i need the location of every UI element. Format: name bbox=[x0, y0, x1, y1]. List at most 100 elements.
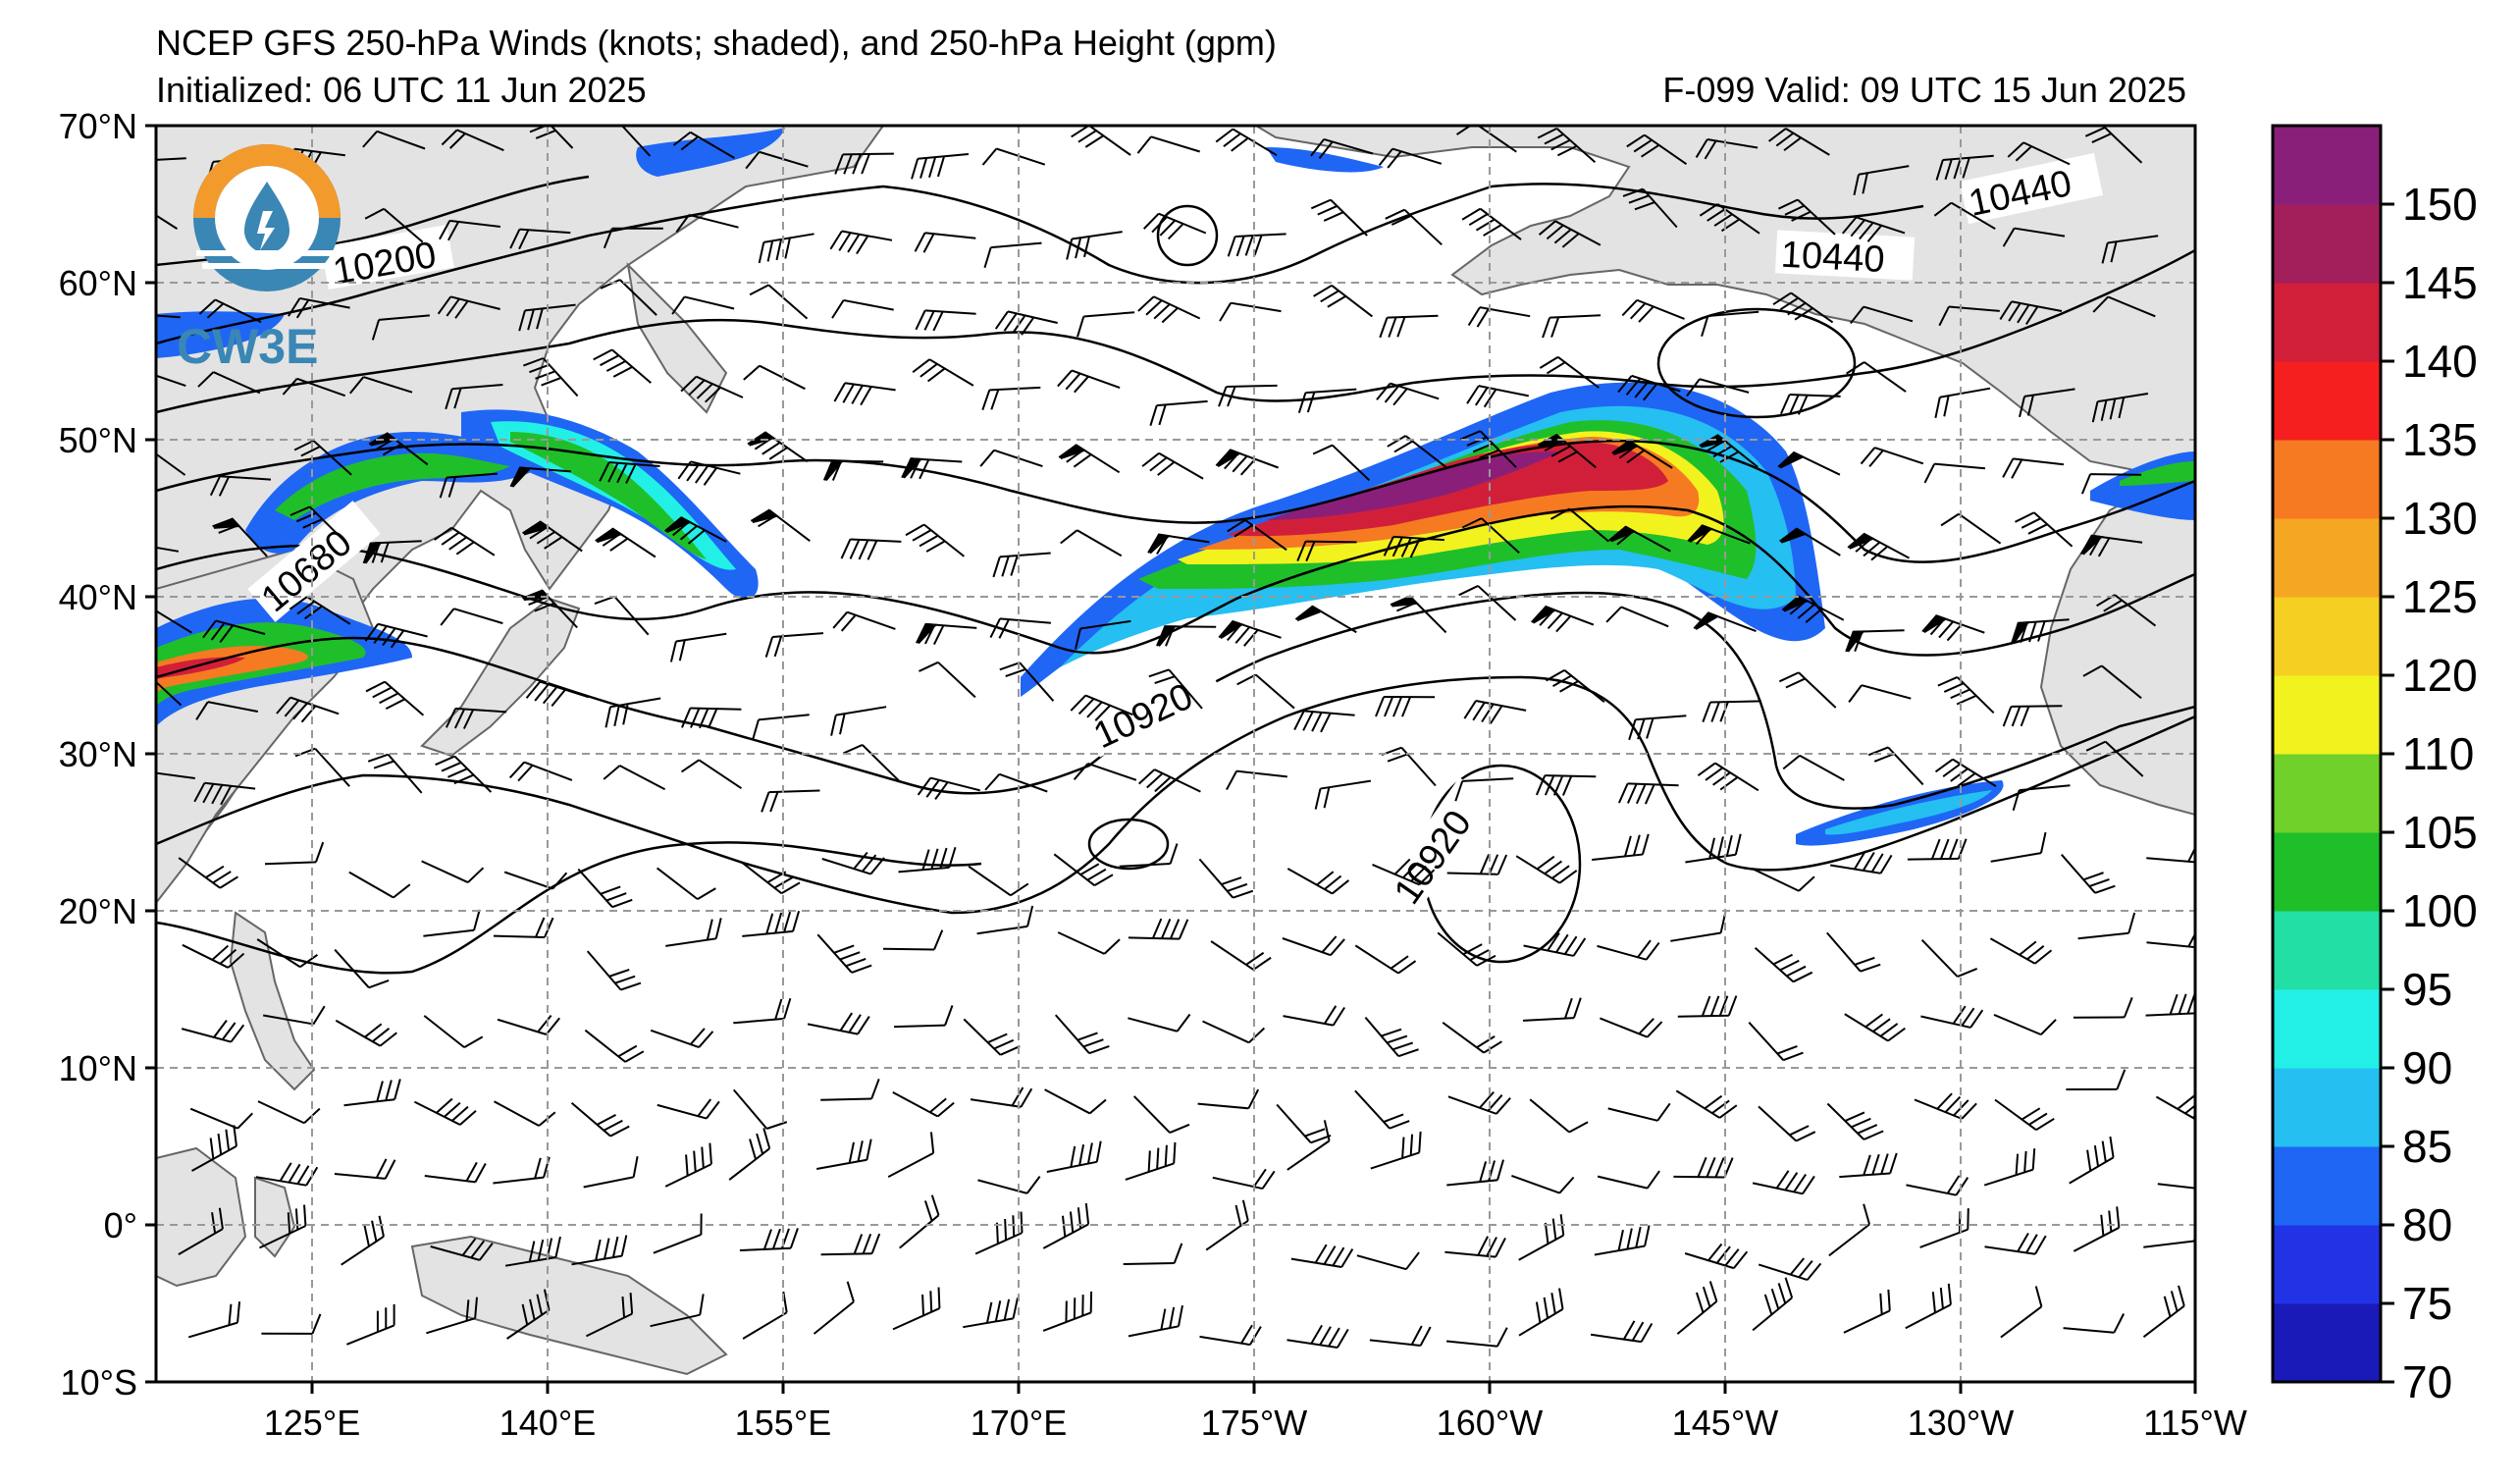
wind-barb bbox=[156, 770, 195, 779]
wind-barb bbox=[831, 298, 894, 319]
wind-barb bbox=[181, 1020, 245, 1043]
jet-shading-arctic bbox=[636, 128, 785, 177]
wind-barb bbox=[820, 1233, 881, 1256]
wind-barb bbox=[1354, 944, 1417, 975]
wind-barb bbox=[603, 765, 666, 791]
wind-barb bbox=[981, 386, 1041, 411]
wind-barb bbox=[293, 440, 352, 476]
colorbar-swatch bbox=[2273, 911, 2381, 990]
land-new-guinea bbox=[410, 1235, 728, 1376]
wind-barb bbox=[1537, 127, 1597, 164]
wind-barb bbox=[1684, 1243, 1749, 1270]
wind-barb bbox=[963, 1298, 1019, 1329]
wind-barb bbox=[1058, 444, 1121, 474]
axis-ticks bbox=[145, 124, 2197, 1394]
wind-barb bbox=[1617, 374, 1681, 401]
wind-barb bbox=[1605, 606, 1669, 628]
wind-barb bbox=[1444, 1236, 1506, 1258]
wind-barb bbox=[989, 617, 1051, 639]
wind-barb bbox=[1828, 1203, 1871, 1257]
wind-barb bbox=[912, 358, 974, 387]
wind-barb bbox=[1522, 997, 1582, 1022]
wind-barb bbox=[887, 1132, 935, 1178]
wind-barb bbox=[1376, 382, 1440, 406]
wind-barb bbox=[156, 669, 183, 707]
wind-barb bbox=[2146, 842, 2195, 864]
land-philippines bbox=[229, 911, 316, 1091]
contour-label: 10440 bbox=[1780, 235, 1886, 281]
colorbar-swatch bbox=[2273, 754, 2381, 833]
wind-barb bbox=[1437, 931, 1496, 967]
valid-time-label: F-099 Valid: 09 UTC 15 Jun 2025 bbox=[1662, 70, 2186, 110]
wind-barb bbox=[1218, 384, 1278, 407]
wind-barb bbox=[2007, 141, 2071, 166]
wind-barb bbox=[1938, 305, 2000, 327]
cw3e-logo: CW3E bbox=[177, 144, 341, 374]
wind-barb bbox=[1447, 1090, 1511, 1115]
wind-barb bbox=[1846, 361, 1907, 393]
wind-barb bbox=[1518, 1288, 1564, 1337]
wind-barb bbox=[191, 1125, 237, 1172]
wind-barb bbox=[816, 1139, 872, 1170]
wind-barb bbox=[1535, 774, 1597, 796]
wind-barb bbox=[1066, 231, 1123, 260]
wind-barb bbox=[1511, 1174, 1575, 1194]
wind-barb bbox=[1286, 1324, 1349, 1349]
lat-label: 0° bbox=[104, 1205, 137, 1245]
colorbar-tick-label: 80 bbox=[2402, 1199, 2452, 1250]
wind-barb bbox=[672, 131, 735, 159]
wind-barb bbox=[437, 295, 500, 319]
wind-barb bbox=[525, 680, 590, 708]
wind-barb bbox=[1826, 931, 1881, 973]
wind-barb bbox=[2157, 1183, 2195, 1192]
wind-barb bbox=[829, 230, 893, 255]
wind-barb bbox=[2092, 295, 2156, 318]
wind-barb bbox=[156, 605, 192, 634]
wind-barb bbox=[1702, 700, 1761, 723]
wind-barb bbox=[1693, 611, 1757, 633]
wind-barb bbox=[1370, 1131, 1422, 1170]
wind-barb bbox=[156, 157, 186, 163]
wind-barb bbox=[259, 1204, 307, 1249]
wind-barb bbox=[981, 147, 1046, 166]
wind-barb bbox=[178, 857, 238, 889]
wind-barb bbox=[1390, 595, 1447, 634]
wind-barb bbox=[1935, 154, 1994, 181]
wind-barb bbox=[1984, 1232, 2047, 1255]
lat-label: 70°N bbox=[59, 106, 137, 146]
wind-barb bbox=[348, 376, 413, 395]
wind-barb bbox=[1839, 1152, 1898, 1179]
wind-barb bbox=[1354, 1089, 1410, 1130]
wind-barb bbox=[599, 461, 660, 484]
wind-barb bbox=[1993, 1013, 2057, 1036]
wind-barb bbox=[1530, 605, 1595, 633]
wind-barb bbox=[604, 697, 661, 728]
wind-barb bbox=[1853, 165, 1910, 196]
wind-barb bbox=[1695, 138, 1759, 160]
wind-barb bbox=[362, 130, 426, 150]
wind-barb bbox=[503, 871, 568, 890]
wind-barb bbox=[445, 707, 507, 729]
wind-barb bbox=[1523, 931, 1587, 957]
wind-barbs bbox=[156, 126, 2195, 1349]
wind-barb bbox=[1142, 212, 1207, 240]
wind-barb bbox=[650, 1028, 714, 1049]
wind-barb bbox=[2085, 740, 2144, 777]
wind-barb bbox=[1378, 147, 1443, 169]
wind-barb bbox=[974, 1211, 1024, 1255]
land-kamchatka bbox=[626, 262, 728, 414]
wind-barb bbox=[1128, 1304, 1183, 1338]
wind-barb bbox=[917, 776, 980, 800]
wind-barb bbox=[2011, 618, 2070, 644]
wind-barb bbox=[1748, 1022, 1804, 1062]
wind-barb bbox=[413, 1097, 477, 1126]
colorbar-tick-label: 75 bbox=[2402, 1278, 2452, 1329]
wind-barb bbox=[842, 744, 900, 782]
wind-barb bbox=[362, 540, 422, 564]
wind-barb bbox=[1141, 451, 1204, 480]
wind-barb bbox=[1387, 435, 1447, 468]
map-title: NCEP GFS 250-hPa Winds (knots; shaded), … bbox=[156, 23, 1277, 63]
wind-barb bbox=[434, 526, 496, 556]
wind-barb bbox=[1617, 782, 1679, 805]
wind-barb bbox=[2142, 1285, 2185, 1338]
